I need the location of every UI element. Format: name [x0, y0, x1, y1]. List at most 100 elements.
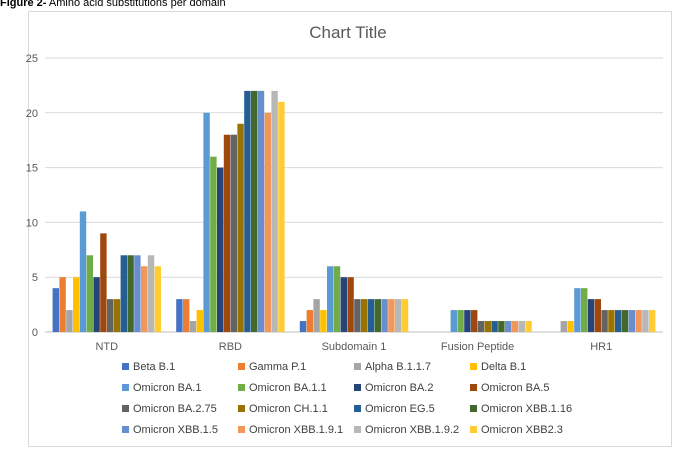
legend-label-12: Omicron XBB.1.5	[133, 424, 218, 436]
legend-swatch-14	[354, 426, 361, 433]
legend-label-9: Omicron CH.1.1	[249, 403, 328, 415]
bar-4-6	[587, 299, 595, 332]
bar-1-2	[189, 321, 197, 332]
bar-0-15	[154, 266, 161, 332]
bar-1-6	[217, 167, 224, 332]
bar-2-5	[333, 266, 341, 332]
bar-1-15	[278, 101, 285, 332]
legend-label-1: Gamma P.1	[249, 361, 306, 373]
bar-3-7	[471, 310, 478, 332]
bar-1-8	[230, 134, 237, 332]
bar-2-11	[374, 299, 381, 332]
x-tick-label-2: Subdomain 1	[322, 341, 387, 353]
bar-3-15	[525, 321, 532, 332]
bar-4-12	[628, 310, 635, 332]
bar-1-13	[264, 112, 271, 332]
bar-0-3	[73, 277, 80, 332]
legend-swatch-15	[470, 426, 477, 433]
bar-0-7	[100, 233, 107, 332]
bar-0-10	[120, 255, 127, 332]
y-tick-label-10: 10	[26, 217, 38, 229]
legend-swatch-0	[122, 363, 129, 370]
legend-label-10: Omicron EG.5	[365, 403, 435, 415]
bar-1-10	[244, 90, 251, 332]
legend-swatch-9	[238, 405, 245, 412]
legend-swatch-11	[470, 405, 477, 412]
legend-swatch-2	[354, 363, 361, 370]
legend-label-11: Omicron XBB.1.16	[481, 403, 572, 415]
bar-4-10	[615, 310, 622, 332]
legend-label-4: Omicron BA.1	[133, 382, 201, 394]
bar-4-4	[574, 288, 581, 332]
bar-1-4	[203, 112, 210, 332]
bar-0-5	[86, 255, 93, 332]
y-tick-label-25: 25	[26, 53, 38, 65]
figure-caption-text: Amino acid substitutions per domain	[46, 0, 226, 9]
bar-0-1	[59, 277, 66, 332]
legend-label-3: Delta B.1	[481, 361, 526, 373]
legend-label-14: Omicron XBB.1.9.2	[365, 424, 459, 436]
x-tick-label-3: Fusion Peptide	[441, 341, 514, 353]
x-tick-label-4: HR1	[590, 341, 612, 353]
bar-3-11	[498, 321, 505, 332]
bar-4-15	[649, 310, 656, 332]
legend-swatch-6	[354, 384, 361, 391]
bar-0-4	[79, 211, 87, 332]
bar-3-12	[505, 321, 512, 332]
bar-2-4	[327, 266, 334, 332]
bar-2-0	[299, 321, 307, 332]
bar-1-9	[237, 123, 244, 332]
bar-3-8	[477, 321, 485, 332]
bar-3-9	[484, 321, 491, 332]
bar-1-1	[183, 299, 190, 332]
bar-0-8	[107, 299, 114, 332]
bar-2-7	[347, 277, 354, 332]
legend-label-0: Beta B.1	[133, 361, 175, 373]
legend-swatch-4	[122, 384, 129, 391]
legend-swatch-1	[238, 363, 245, 370]
legend-label-2: Alpha B.1.1.7	[365, 361, 431, 373]
figure-caption: Figure 2- Amino acid substitutions per d…	[0, 0, 226, 9]
bar-2-15	[401, 299, 409, 332]
bar-4-13	[635, 310, 642, 332]
bar-0-6	[93, 277, 100, 332]
bar-4-11	[621, 310, 629, 332]
legend-label-5: Omicron BA.1.1	[249, 382, 327, 394]
bar-0-14	[147, 255, 155, 332]
bar-0-13	[141, 266, 148, 332]
bar-3-4	[450, 310, 457, 332]
legend-swatch-13	[238, 426, 245, 433]
bar-2-13	[388, 299, 395, 332]
bar-2-8	[354, 299, 361, 332]
bar-2-3	[320, 310, 327, 332]
bar-0-9	[113, 299, 121, 332]
bar-0-2	[66, 310, 73, 332]
bar-4-8	[601, 310, 608, 332]
bar-4-7	[594, 299, 601, 332]
bar-2-2	[313, 299, 320, 332]
bar-0-11	[127, 255, 134, 332]
bar-1-0	[176, 299, 183, 332]
bar-4-5	[581, 288, 588, 332]
legend-label-6: Omicron BA.2	[365, 382, 433, 394]
bar-1-5	[210, 156, 217, 332]
bar-2-9	[361, 299, 368, 332]
bar-3-6	[464, 310, 471, 332]
bar-3-10	[491, 321, 498, 332]
bar-1-11	[251, 90, 258, 332]
bar-4-9	[608, 310, 615, 332]
bar-3-14	[518, 321, 525, 332]
bar-2-6	[340, 277, 347, 332]
legend-label-13: Omicron XBB.1.9.1	[249, 424, 343, 436]
legend-swatch-5	[238, 384, 245, 391]
bar-2-14	[395, 299, 402, 332]
bar-1-14	[271, 90, 278, 332]
bar-1-12	[257, 90, 265, 332]
bar-2-1	[306, 310, 313, 332]
legend-label-7: Omicron BA.5	[481, 382, 549, 394]
legend-label-15: Omicron XBB2.3	[481, 424, 563, 436]
bar-2-12	[381, 299, 388, 332]
legend-swatch-3	[470, 363, 477, 370]
legend-swatch-12	[122, 426, 129, 433]
